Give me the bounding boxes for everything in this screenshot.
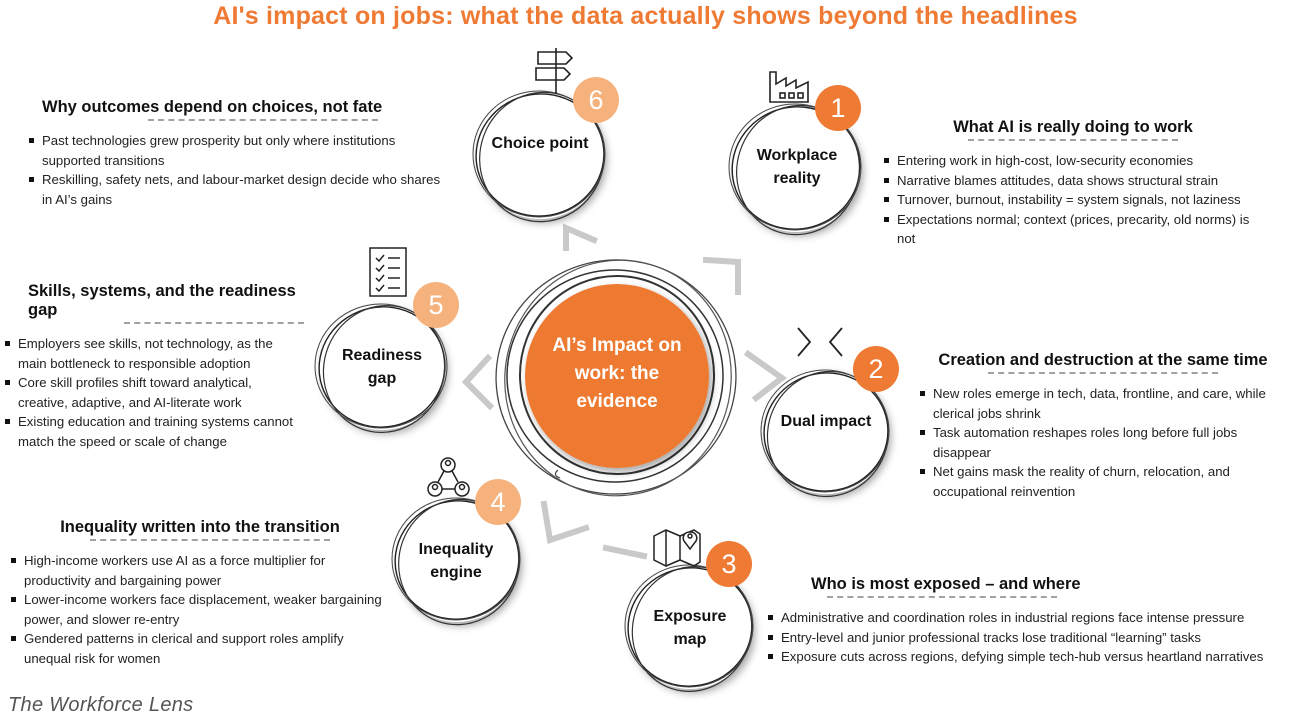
node-label-dual-impact: Dual impact [780, 413, 872, 430]
bullet: Turnover, burnout, instability = system … [884, 190, 1263, 210]
map-icon [653, 529, 701, 567]
bullet: Net gains mask the reality of churn, rel… [920, 462, 1287, 501]
page-title: AI's impact on jobs: what the data actua… [213, 2, 1078, 30]
bullet: Existing education and training systems … [5, 412, 304, 451]
chevron-left [461, 353, 495, 411]
bullet: Entering work in high-cost, low-security… [884, 151, 1263, 171]
footer-brand: The Workforce Lens [8, 694, 194, 716]
arrows-icon [797, 327, 843, 357]
node-number-badge: 6 [573, 77, 619, 123]
cycle-chevrons [461, 223, 788, 560]
block-choice-point: Why outcomes depend on choices, not fate… [28, 98, 448, 209]
block-heading: Creation and destruction at the same tim… [938, 351, 1268, 369]
bullet: Reskilling, safety nets, and labour-mark… [29, 170, 448, 209]
checklist-icon [369, 247, 407, 297]
bullet: Expectations normal; context (prices, pr… [884, 210, 1263, 249]
bullet: Gendered patterns in clerical and suppor… [11, 629, 390, 668]
block-heading: Skills, systems, and the readiness gap [28, 282, 296, 319]
signpost-icon [535, 48, 574, 94]
node-exposure-map [624, 564, 754, 692]
block-readiness-gap: Skills, systems, and the readiness gap E… [4, 282, 304, 451]
node-number-badge: 1 [815, 85, 861, 131]
node-inequality-engine [391, 497, 521, 626]
bullet: Narrative blames attitudes, data shows s… [884, 171, 1263, 191]
network-icon [427, 457, 470, 497]
chevron-right [743, 349, 788, 403]
node-number-badge: 3 [706, 541, 752, 587]
node-label-exposure-map: Exposure map [653, 608, 727, 648]
bullet: Entry-level and junior professional trac… [768, 628, 1267, 648]
node-number-badge: 5 [413, 282, 459, 328]
block-inequality-engine: Inequality written into the transition H… [10, 518, 390, 668]
center-label: AI’s Impact on work: the evidence [552, 335, 682, 412]
block-heading: What AI is really doing to work [953, 118, 1193, 136]
block-heading: Who is most exposed – and where [811, 575, 1081, 593]
block-heading: Why outcomes depend on choices, not fate [42, 98, 383, 116]
node-dual-impact [760, 369, 890, 498]
node-label-choice-point: Choice point [491, 135, 589, 152]
bullet: New roles emerge in tech, data, frontlin… [920, 384, 1287, 423]
node-label-workplace-reality: Workplace reality [756, 147, 838, 187]
center-node [495, 259, 737, 497]
chevron-bottom-2 [602, 544, 648, 560]
chevron-top-left [563, 223, 598, 251]
bullet: Past technologies grew prosperity but on… [29, 131, 448, 170]
bullet: Administrative and coordination roles in… [768, 608, 1267, 628]
factory-icon [769, 71, 809, 103]
block-workplace-reality: What AI is really doing to work Entering… [883, 118, 1263, 249]
node-label-inequality-engine: Inequality engine [418, 541, 494, 581]
node-readiness-gap [314, 303, 448, 434]
node-label-readiness-gap: Readiness gap [341, 347, 423, 387]
bullet: Exposure cuts across regions, defying si… [768, 647, 1267, 667]
node-number-badge: 4 [475, 479, 521, 525]
chevron-bottom [540, 500, 590, 544]
node-number-badge: 2 [853, 346, 899, 392]
block-dual-impact: Creation and destruction at the same tim… [919, 351, 1287, 501]
bullet: Employers see skills, not technology, as… [5, 334, 304, 373]
node-choice-point [472, 90, 606, 223]
bullet: High-income workers use AI as a force mu… [11, 551, 390, 590]
bullet: Task automation reshapes roles long befo… [920, 423, 1287, 462]
chevron-top-right [702, 256, 741, 295]
block-heading: Inequality written into the transition [60, 518, 340, 536]
block-exposure-map: Who is most exposed – and where Administ… [767, 575, 1267, 667]
bullet: Core skill profiles shift toward analyti… [5, 373, 304, 412]
bullet: Lower-income workers face displacement, … [11, 590, 390, 629]
